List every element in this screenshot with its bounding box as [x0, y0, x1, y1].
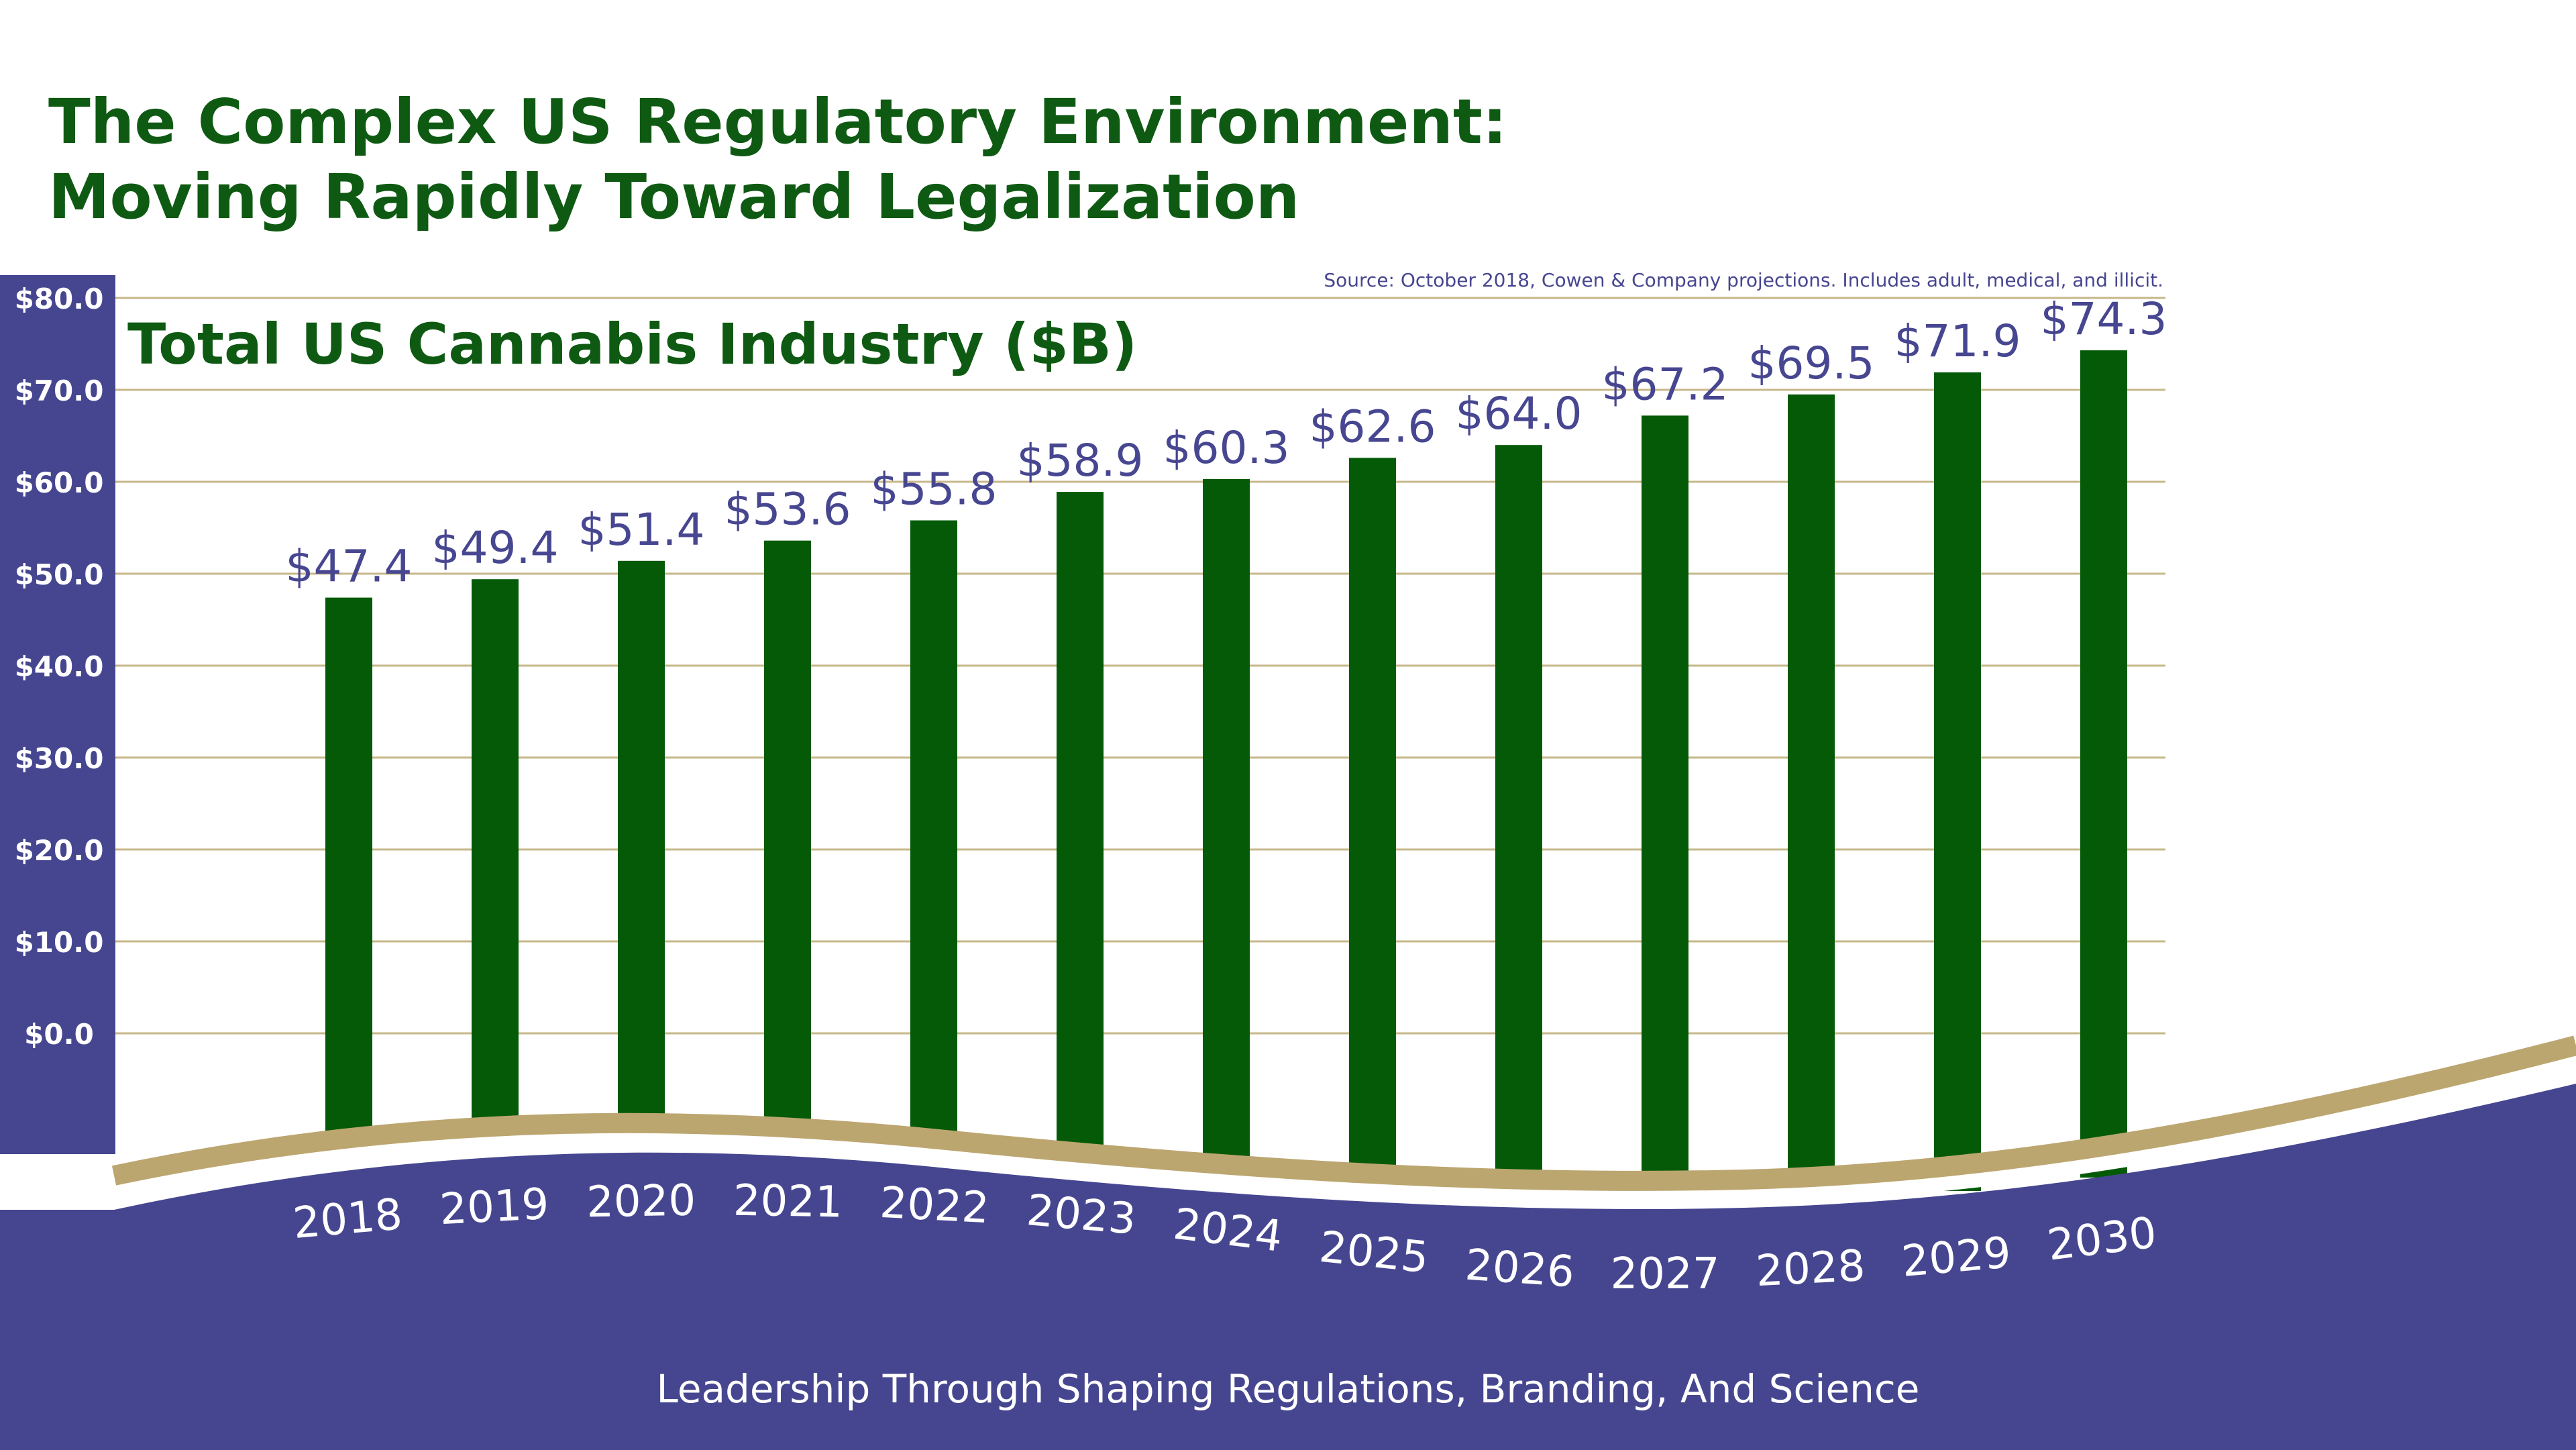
bar [1642, 415, 1688, 1201]
bar [910, 520, 957, 1144]
x-tick-label: 2025 [1317, 1223, 1431, 1284]
gridlines [115, 297, 2165, 1035]
data-label: $62.6 [1309, 401, 1436, 452]
data-label: $55.8 [871, 464, 998, 515]
y-tick-label: $50.0 [15, 558, 104, 591]
y-tick-label: $30.0 [15, 742, 104, 775]
page-title-line-1: The Complex US Regulatory Environment: [48, 86, 1507, 158]
bar [2080, 350, 2127, 1178]
page-title-line-2: Moving Rapidly Toward Legalization [48, 161, 1300, 233]
bar [472, 579, 519, 1143]
x-tick-label: 2021 [733, 1176, 843, 1228]
x-tick-label: 2029 [1900, 1228, 2013, 1287]
y-tick-label: $0.0 [24, 1018, 94, 1051]
data-labels: $47.4 $49.4 $51.4 $53.6 $55.8 $58.9 $60.3 $62.6… [286, 293, 2167, 592]
y-tick-label: $80.0 [15, 282, 104, 315]
y-tick-label: $20.0 [15, 834, 104, 867]
data-label: $47.4 [286, 541, 413, 592]
x-tick-label: 2027 [1611, 1249, 1720, 1299]
x-tick-label: 2022 [879, 1178, 991, 1233]
white-wave-stripe [111, 1044, 2576, 1205]
bar [1788, 394, 1835, 1198]
x-axis-labels: 2018 2019 2020 2021 2022 2023 2024 2025 2026 2027… [291, 1176, 2159, 1299]
x-tick-label: 2023 [1024, 1186, 1138, 1245]
y-tick-label: $10.0 [15, 926, 104, 959]
data-label: $60.3 [1163, 422, 1290, 474]
bar [1934, 372, 1981, 1191]
x-tick-label: 2018 [291, 1190, 405, 1249]
x-tick-label: 2026 [1464, 1240, 1576, 1297]
y-axis-panel [0, 275, 115, 1154]
y-tick-label: $40.0 [15, 650, 104, 683]
bar [1495, 445, 1542, 1198]
data-label: $51.4 [578, 504, 705, 556]
bar [1349, 458, 1396, 1188]
bar [764, 540, 811, 1137]
data-label: $67.2 [1602, 358, 1729, 410]
bar [325, 597, 372, 1155]
data-label: $49.4 [432, 522, 559, 574]
gold-wave-stripe [111, 1035, 2576, 1191]
bar [1203, 478, 1250, 1171]
x-tick-label: 2019 [439, 1180, 551, 1235]
bar [1057, 492, 1104, 1154]
y-tick-label: $60.0 [15, 466, 104, 499]
bar [618, 560, 665, 1137]
data-label: $69.5 [1748, 338, 1875, 389]
data-label: $74.3 [2041, 293, 2167, 345]
data-label: $64.0 [1456, 388, 1582, 439]
footer-tagline: Leadership Through Shaping Regulations, … [657, 1366, 1920, 1412]
y-tick-label: $70.0 [15, 374, 104, 407]
data-label: $53.6 [724, 484, 851, 535]
bar-series [325, 350, 2127, 1201]
source-note: Source: October 2018, Cowen & Company pr… [1324, 269, 2163, 291]
x-tick-label: 2028 [1755, 1241, 1867, 1296]
y-axis-ticks: $80.0 $70.0 $60.0 $50.0 $40.0 $30.0 $20.0 $10.0… [15, 282, 104, 1051]
data-label: $71.9 [1894, 315, 2021, 367]
x-tick-label: 2020 [586, 1176, 696, 1228]
data-label: $58.9 [1017, 435, 1144, 486]
purple-wave-band [0, 1084, 2576, 1450]
chart-title: Total US Cannabis Industry ($B) [127, 311, 1137, 377]
